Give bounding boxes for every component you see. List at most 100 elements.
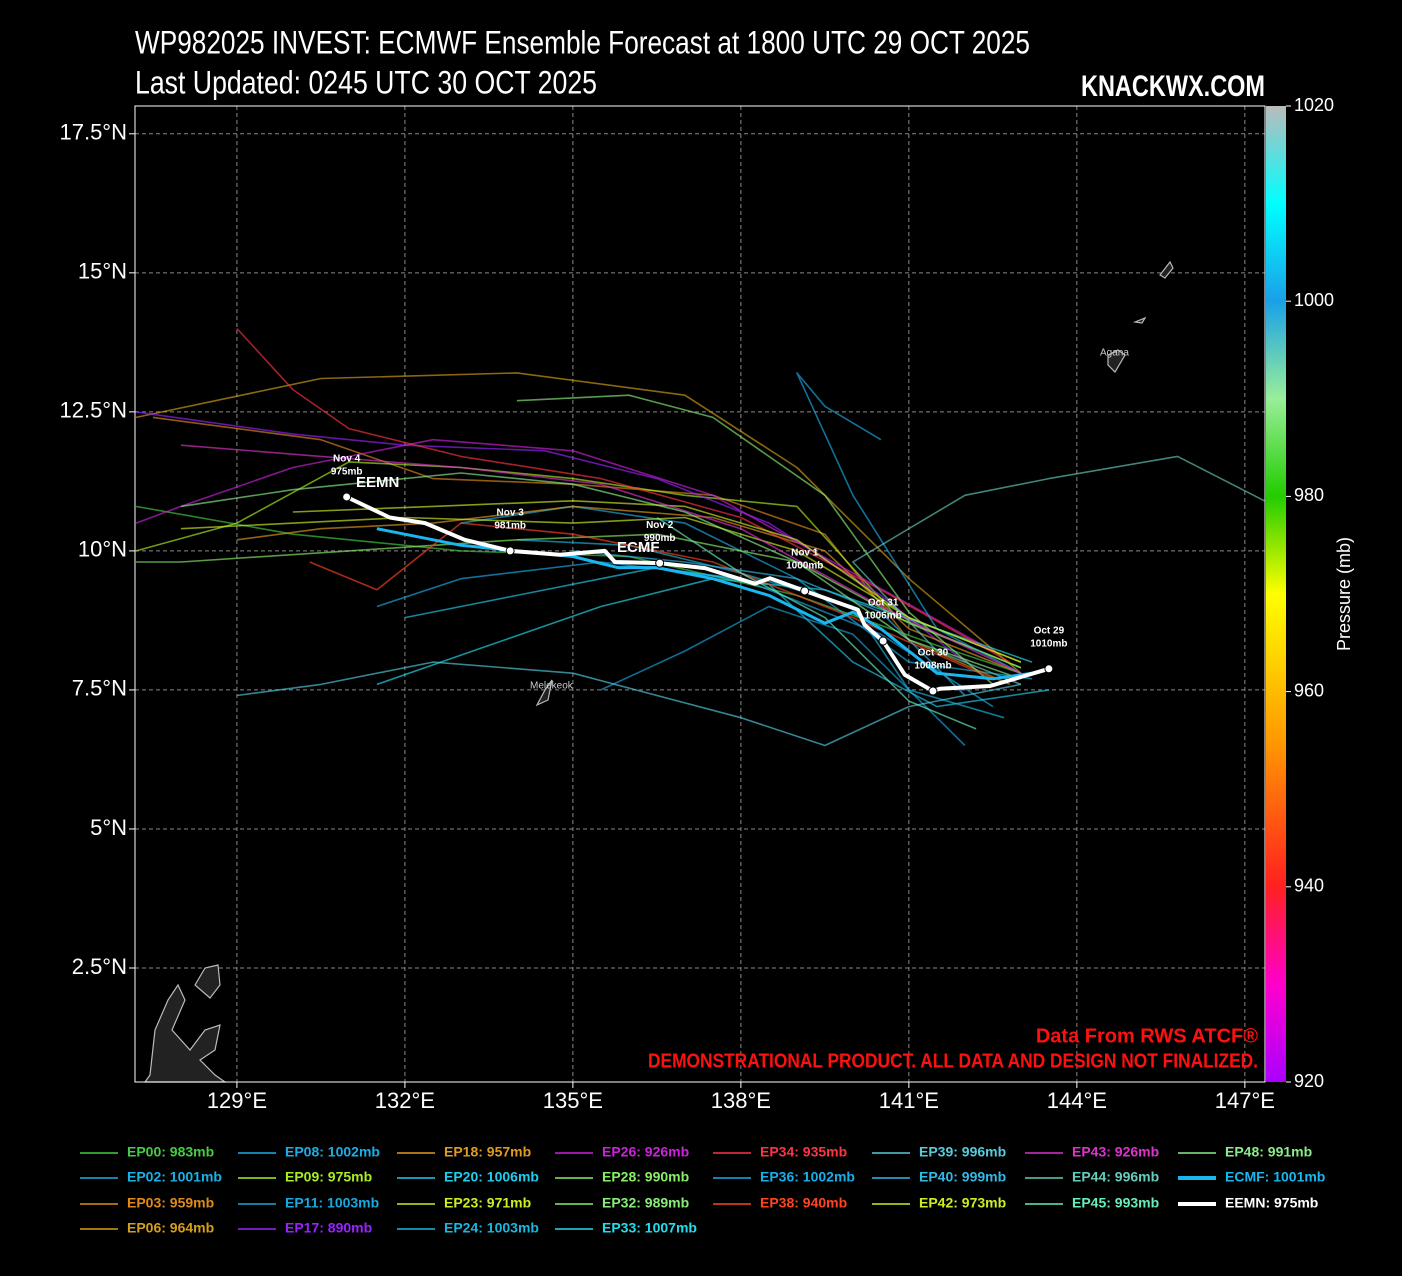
legend: EP00: 983mb EP02: 1001mb EP03: 959mb EP06: … bbox=[80, 1144, 1325, 1236]
place-label: Agana bbox=[1100, 348, 1129, 359]
legend-label: EP33: 1007mb bbox=[602, 1220, 697, 1236]
date-label: Nov 2 bbox=[646, 520, 674, 531]
legend-label: EP17: 890mb bbox=[285, 1220, 372, 1236]
track-point bbox=[800, 586, 810, 596]
track-point bbox=[342, 492, 352, 502]
colorbar-tick-label: 960 bbox=[1294, 680, 1324, 700]
legend-label: EP48: 991mb bbox=[1225, 1144, 1312, 1160]
y-tick-label: 7.5°N bbox=[72, 676, 127, 701]
legend-label: EP08: 1002mb bbox=[285, 1144, 380, 1160]
track-point bbox=[505, 546, 515, 556]
chart-subtitle: Last Updated: 0245 UTC 30 OCT 2025 bbox=[135, 64, 597, 100]
place-label: Melekeok bbox=[530, 681, 574, 692]
legend-label: EP02: 1001mb bbox=[127, 1169, 222, 1185]
colorbar-tick-label: 980 bbox=[1294, 485, 1324, 505]
legend-label: EEMN: 975mb bbox=[1225, 1195, 1318, 1211]
member-track bbox=[656, 516, 977, 730]
member-track bbox=[796, 372, 1022, 674]
track-point bbox=[878, 636, 888, 646]
legend-label: EP43: 926mb bbox=[1072, 1144, 1159, 1160]
main-track bbox=[345, 495, 1050, 693]
legend-label: EP45: 993mb bbox=[1072, 1195, 1159, 1211]
x-tick-label: 147°E bbox=[1215, 1088, 1275, 1113]
x-tick-label: 132°E bbox=[375, 1088, 435, 1113]
pressure-label: 1008mb bbox=[914, 661, 951, 672]
y-tick-label: 10°N bbox=[78, 537, 127, 562]
legend-label: EP09: 975mb bbox=[285, 1169, 372, 1185]
date-label: Nov 3 bbox=[497, 508, 525, 519]
y-tick-label: 2.5°N bbox=[72, 954, 127, 979]
pressure-label: 990mb bbox=[644, 533, 676, 544]
pressure-label: 1010mb bbox=[1030, 638, 1067, 649]
member-track bbox=[309, 522, 994, 680]
y-tick-label: 5°N bbox=[90, 815, 127, 840]
member-track bbox=[135, 372, 1022, 674]
member-track bbox=[236, 661, 1022, 747]
member-track bbox=[180, 444, 1022, 674]
legend-label: EP40: 999mb bbox=[919, 1169, 1006, 1185]
member-track bbox=[135, 438, 994, 652]
date-label: Oct 31 bbox=[868, 598, 899, 609]
track-label: ECMF bbox=[617, 539, 660, 556]
colorbar-tick-label: 940 bbox=[1294, 876, 1324, 896]
legend-label: EP32: 989mb bbox=[602, 1195, 689, 1211]
coastline bbox=[143, 260, 1174, 1083]
track-point bbox=[655, 558, 665, 568]
pressure-label: 1006mb bbox=[864, 611, 901, 622]
pressure-label: 975mb bbox=[331, 467, 363, 478]
colorbar-tick-label: 1000 bbox=[1294, 290, 1334, 310]
colorbar-label: Pressure (mb) bbox=[1334, 537, 1354, 651]
y-tick-label: 15°N bbox=[78, 259, 127, 284]
source-note: Data From RWS ATCF® bbox=[1036, 1025, 1258, 1047]
y-tick-label: 12.5°N bbox=[59, 398, 127, 423]
legend-label: EP20: 1006mb bbox=[444, 1169, 539, 1185]
legend-label: EP23: 971mb bbox=[444, 1195, 531, 1211]
legend-label: EP00: 983mb bbox=[127, 1144, 214, 1160]
colorbar-tick-label: 1020 bbox=[1294, 95, 1334, 115]
member-track bbox=[600, 605, 966, 747]
x-tick-label: 129°E bbox=[207, 1088, 267, 1113]
date-label: Nov 4 bbox=[333, 454, 361, 465]
plot-frame bbox=[134, 105, 1266, 1083]
track-label: EEMN bbox=[356, 474, 399, 491]
legend-label: EP36: 1002mb bbox=[760, 1169, 855, 1185]
y-tick-label: 17.5°N bbox=[59, 120, 127, 145]
legend-label: EP24: 1003mb bbox=[444, 1220, 539, 1236]
member-track bbox=[236, 327, 1011, 663]
watermark: KNACKWX.COM bbox=[1081, 70, 1265, 103]
colorbar-tick-label: 920 bbox=[1294, 1071, 1324, 1091]
track-point bbox=[1044, 664, 1054, 674]
legend-label: EP42: 973mb bbox=[919, 1195, 1006, 1211]
pressure-label: 1000mb bbox=[786, 561, 823, 572]
member-track bbox=[852, 455, 1265, 686]
legend-label: EP06: 964mb bbox=[127, 1220, 214, 1236]
x-tick-label: 144°E bbox=[1047, 1088, 1107, 1113]
disclaimer: DEMONSTRATIONAL PRODUCT. ALL DATA AND DE… bbox=[648, 1050, 1258, 1072]
x-tick-label: 141°E bbox=[879, 1088, 939, 1113]
plot-area bbox=[135, 106, 1265, 1082]
x-tick-label: 135°E bbox=[543, 1088, 603, 1113]
legend-label: EP34: 935mb bbox=[760, 1144, 847, 1160]
member-track bbox=[292, 500, 1022, 663]
chart-title: WP982025 INVEST: ECMWF Ensemble Forecast… bbox=[135, 24, 1030, 60]
legend-label: EP18: 957mb bbox=[444, 1144, 531, 1160]
legend-label: EP03: 959mb bbox=[127, 1195, 214, 1211]
legend-label: EP28: 990mb bbox=[602, 1169, 689, 1185]
member-track bbox=[180, 472, 1022, 680]
legend-label: EP39: 996mb bbox=[919, 1144, 1006, 1160]
legend-label: EP38: 940mb bbox=[760, 1195, 847, 1211]
legend-label: ECMF: 1001mb bbox=[1225, 1169, 1325, 1185]
colorbar bbox=[1266, 106, 1286, 1082]
track-point bbox=[928, 686, 938, 696]
legend-label: EP26: 926mb bbox=[602, 1144, 689, 1160]
legend-label: EP44: 996mb bbox=[1072, 1169, 1159, 1185]
pressure-label: 981mb bbox=[494, 521, 526, 532]
legend-label: EP11: 1003mb bbox=[285, 1195, 379, 1211]
date-label: Oct 30 bbox=[918, 648, 949, 659]
date-label: Nov 1 bbox=[791, 548, 819, 559]
x-tick-label: 138°E bbox=[711, 1088, 771, 1113]
date-label: Oct 29 bbox=[1034, 625, 1065, 636]
member-track bbox=[135, 411, 966, 663]
